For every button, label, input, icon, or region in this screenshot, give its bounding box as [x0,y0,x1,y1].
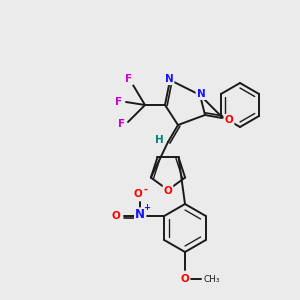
Text: N: N [165,74,173,84]
Text: O: O [164,186,172,196]
Text: O: O [225,115,233,125]
Text: N: N [196,89,206,99]
Text: -: - [143,185,147,195]
Text: O: O [112,211,121,221]
Text: O: O [181,274,189,284]
Text: H: H [154,135,164,145]
Text: F: F [118,119,126,129]
Text: F: F [125,74,133,84]
Text: F: F [116,97,123,107]
Text: +: + [143,203,150,212]
Text: N: N [135,208,145,221]
Text: CH₃: CH₃ [204,274,220,284]
Text: O: O [134,189,142,199]
